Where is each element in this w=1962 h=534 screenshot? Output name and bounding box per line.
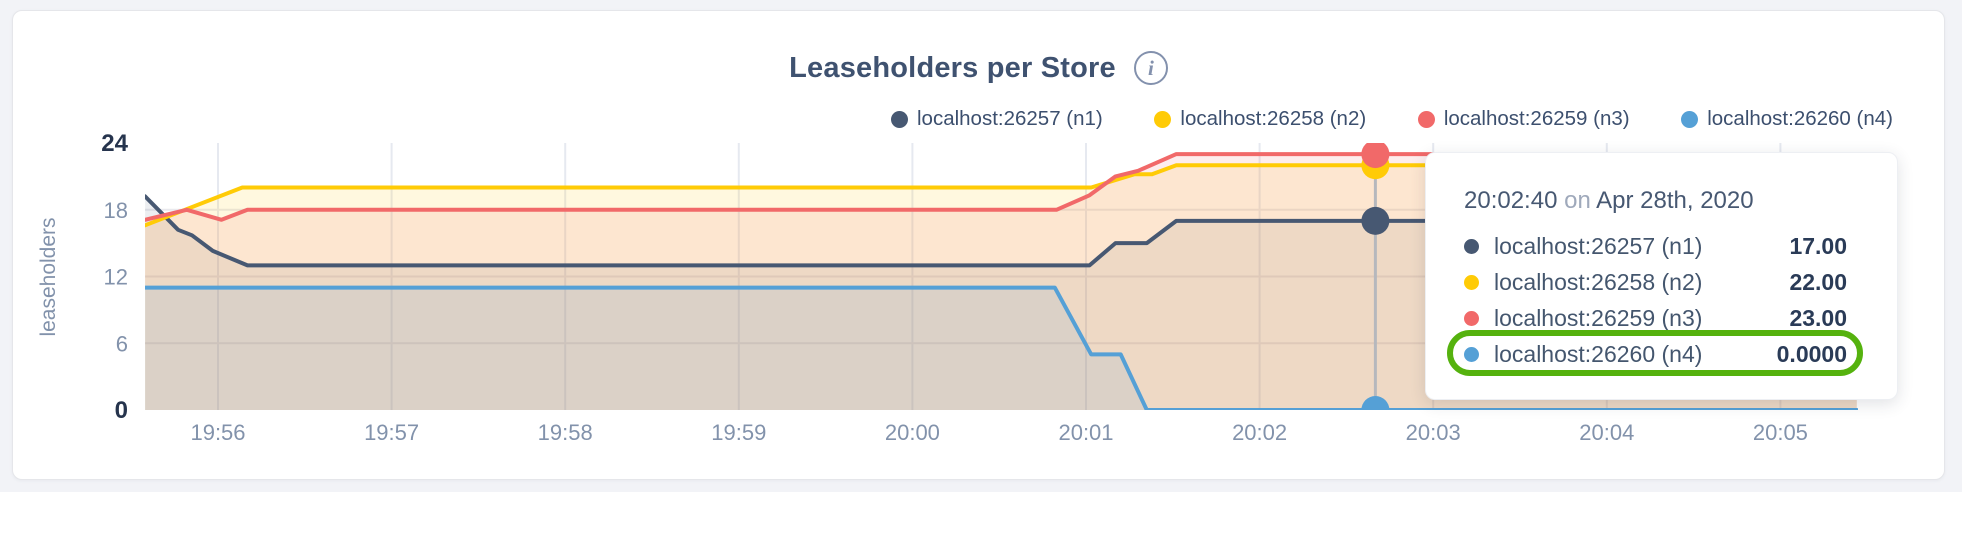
crosshair-dot: [1361, 396, 1390, 410]
y-tick-label: 18: [104, 198, 128, 223]
tooltip-header: 20:02:40 on Apr 28th, 2020: [1464, 187, 1847, 215]
info-icon[interactable]: i: [1133, 51, 1168, 85]
legend-swatch-icon: [1417, 110, 1435, 128]
x-tick-label: 20:01: [1058, 420, 1113, 445]
tooltip-series-value: 17.00: [1789, 232, 1847, 259]
tooltip: 20:02:40 on Apr 28th, 2020 localhost:262…: [1425, 152, 1898, 400]
legend-item: localhost:26259 (n3): [1417, 107, 1630, 131]
y-tick-label: 12: [104, 265, 128, 290]
y-axis-label: leaseholders: [37, 217, 60, 336]
tooltip-date: Apr 28th, 2020: [1596, 187, 1754, 214]
series-line: [145, 152, 1858, 222]
x-tick-label: 19:56: [190, 420, 245, 445]
y-tick-label: 6: [116, 331, 128, 356]
x-tick-label: 20:03: [1406, 420, 1461, 445]
crosshair-dot: [1361, 206, 1390, 235]
series-line: [145, 285, 1858, 410]
legend-label: localhost:26259 (n3): [1443, 107, 1630, 130]
tooltip-series-row: localhost:26258 (n2) 22.00: [1464, 264, 1847, 300]
legend-label: localhost:26258 (n2): [1180, 107, 1367, 130]
highlight-annotation: [1447, 330, 1863, 376]
series-line: [145, 163, 1858, 228]
series-dot-icon: [1464, 238, 1479, 254]
tooltip-series-row: localhost:26259 (n3) 23.00: [1464, 300, 1847, 336]
legend-item: localhost:26258 (n2): [1154, 107, 1366, 131]
series-dot-icon: [1464, 274, 1479, 290]
y-tick-label: 0: [115, 397, 128, 424]
x-tick-label: 19:59: [711, 420, 766, 445]
tooltip-time: 20:02:40: [1464, 187, 1558, 214]
legend-item: localhost:26260 (n4): [1681, 107, 1893, 131]
x-tick-label: 20:05: [1753, 420, 1808, 445]
tooltip-series-row: localhost:26257 (n1) 17.00: [1464, 228, 1847, 264]
tooltip-series-row: localhost:26260 (n4) 0.0000: [1464, 336, 1847, 372]
x-tick-label: 19:58: [538, 420, 593, 445]
crosshair-dot: [1361, 143, 1390, 169]
series-area: [145, 287, 1857, 410]
x-tick-label: 20:02: [1232, 420, 1287, 445]
tooltip-series-label: localhost:26258 (n2): [1494, 268, 1703, 295]
tooltip-series-label: localhost:26257 (n1): [1494, 232, 1703, 259]
legend-label: localhost:26260 (n4): [1707, 107, 1893, 130]
x-tick-label: 20:00: [885, 420, 940, 445]
next-section-background: [0, 492, 1962, 534]
tooltip-series-label: localhost:26259 (n3): [1494, 304, 1703, 331]
y-tick-label: 24: [101, 130, 128, 157]
legend-swatch-icon: [1681, 110, 1699, 128]
tooltip-series-value: 0.0000: [1776, 340, 1847, 367]
legend-swatch-icon: [1154, 110, 1172, 128]
chart-header: Leaseholders per Store i: [13, 51, 1944, 85]
legend: localhost:26257 (n1) localhost:26258 (n2)…: [891, 107, 1893, 131]
x-tick-label: 20:04: [1579, 420, 1634, 445]
tooltip-series-value: 23.00: [1789, 304, 1847, 331]
legend-swatch-icon: [891, 110, 908, 128]
legend-label: localhost:26257 (n1): [917, 107, 1103, 130]
tooltip-series-label: localhost:26260 (n4): [1494, 340, 1703, 367]
x-tick-label: 19:57: [364, 420, 419, 445]
tooltip-series-value: 22.00: [1789, 268, 1847, 295]
tooltip-conjunction: on: [1564, 187, 1591, 214]
page-title: Leaseholders per Store: [789, 51, 1116, 84]
legend-item: localhost:26257 (n1): [891, 107, 1103, 131]
series-line: [145, 194, 1858, 268]
series-dot-icon: [1464, 310, 1479, 326]
tooltip-rows: localhost:26257 (n1) 17.00 localhost:26258…: [1464, 228, 1847, 372]
